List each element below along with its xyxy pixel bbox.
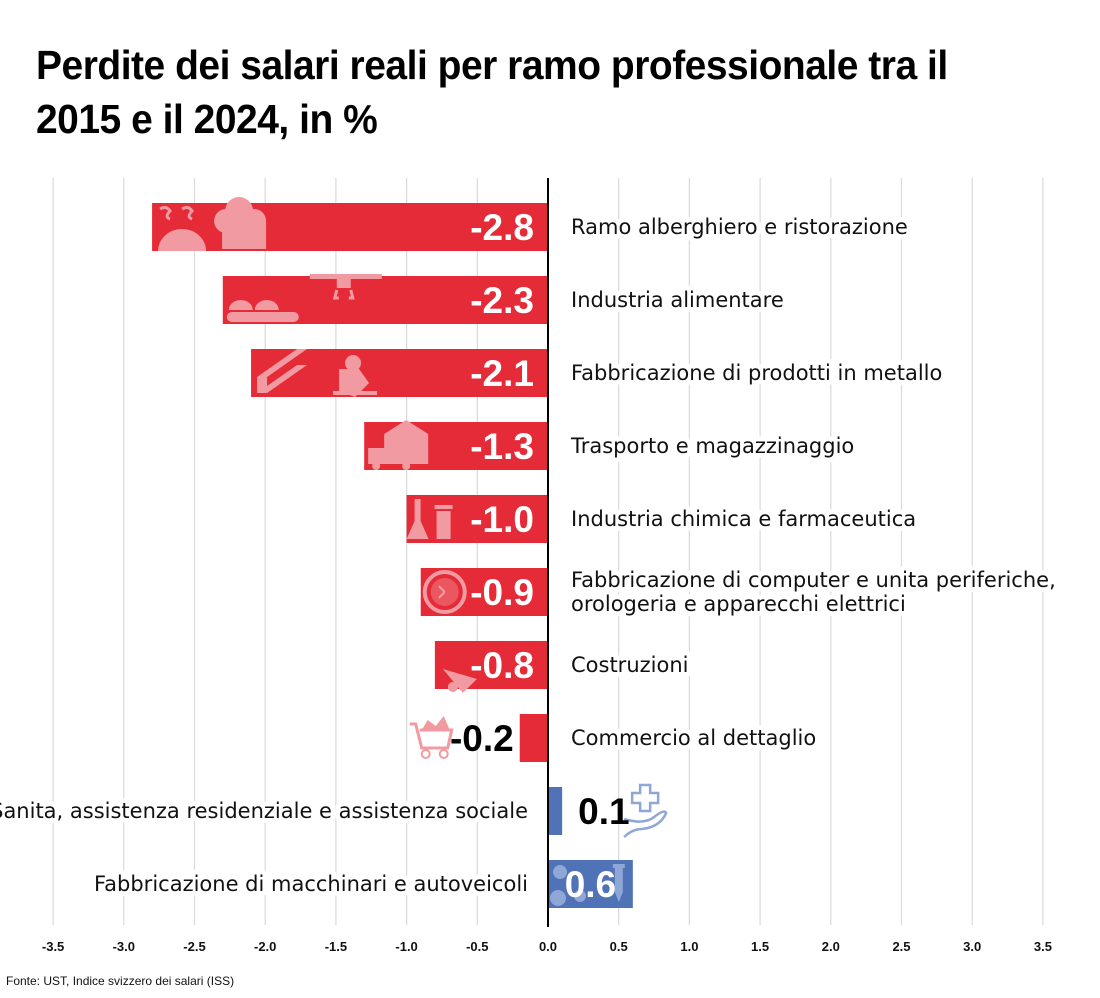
- wheelbarrow-icon: [442, 669, 477, 693]
- value-labels: -2.8 -2.3 -2.1 -1.3 -1.0 -0.9 -0.8 -0.2 0.1 0.6: [450, 207, 630, 905]
- category-label-line: Industria chimica e farmaceutica: [571, 507, 916, 531]
- bar-chart: -2.8 -2.3 -2.1 -1.3 -1.0 -0.9 -0.8 -0.2 0.1 0.6 R…: [0, 178, 1061, 954]
- x-tick-label: 1.5: [751, 939, 769, 954]
- x-tick-label: -3.0: [113, 939, 135, 954]
- category-label-line: Sanita, assistenza residenziale e assist…: [0, 799, 528, 823]
- x-tick-label: -1.0: [395, 939, 417, 954]
- category-label-line: orologeria e apparecchi elettrici: [571, 592, 906, 616]
- category-label: Fabbricazione di prodotti in metallo: [571, 361, 942, 385]
- x-axis-tick-labels: -3.5 -3.0 -2.5 -2.0 -1.5 -1.0 -0.5 0.0 0.5 1.0 1.5…: [42, 939, 1052, 954]
- category-label: Costruzioni: [571, 653, 688, 677]
- truck-warehouse-icon: [368, 420, 429, 470]
- category-label-line: Costruzioni: [571, 653, 688, 677]
- category-label: Fabbricazione di computer e unita perife…: [571, 568, 1056, 616]
- source-note: Fonte: UST, Indice svizzero dei salari (…: [6, 974, 235, 988]
- category-label-line: Fabbricazione di computer e unita perife…: [571, 568, 1056, 592]
- value-label: -0.2: [450, 718, 514, 759]
- x-tick-label: 1.0: [680, 939, 698, 954]
- category-label-line: Trasporto e magazzinaggio: [570, 434, 854, 458]
- category-label-line: Fabbricazione di prodotti in metallo: [571, 361, 942, 385]
- x-tick-label: 3.5: [1034, 939, 1052, 954]
- value-label: -2.3: [470, 280, 534, 321]
- x-tick-label: 2.0: [822, 939, 840, 954]
- bar: [548, 787, 563, 835]
- value-label: -1.0: [470, 499, 534, 540]
- x-tick-label: -3.5: [42, 939, 64, 954]
- value-label: 0.1: [578, 791, 629, 832]
- x-tick-label: -0.5: [466, 939, 488, 954]
- shopping-cart-icon: [409, 716, 454, 759]
- x-tick-label: -1.5: [325, 939, 347, 954]
- category-label: Industria alimentare: [571, 288, 784, 312]
- category-label: Fabbricazione di macchinari e autoveicol…: [94, 872, 528, 896]
- conveyor-belt-robot-arm-icon: [226, 274, 382, 322]
- cloche-and-chef-hat-icon: [158, 197, 267, 251]
- flask-pill-bottle-icon: [406, 499, 453, 539]
- category-label: Commercio al dettaglio: [571, 726, 816, 750]
- category-label-line: Ramo alberghiero e ristorazione: [571, 215, 908, 239]
- category-label-line: Industria alimentare: [571, 288, 784, 312]
- x-tick-label: 0.5: [610, 939, 628, 954]
- x-tick-label: 0.0: [539, 939, 557, 954]
- chart-title: Perdite dei salari reali per ramo profes…: [36, 42, 948, 142]
- steel-beam-robot-arm-icon: [257, 349, 378, 397]
- value-label: -0.9: [470, 572, 534, 613]
- bar: [420, 568, 548, 616]
- bar: [519, 714, 548, 762]
- category-labels: Ramo alberghiero e ristorazione Industria…: [0, 210, 1061, 901]
- x-tick-label: -2.5: [183, 939, 205, 954]
- stopwatch-icon: [422, 570, 467, 614]
- bar-icons: [158, 197, 668, 906]
- bar: [406, 495, 548, 543]
- value-label: 0.6: [565, 864, 616, 905]
- x-tick-label: 2.5: [892, 939, 910, 954]
- value-label: -1.3: [470, 426, 534, 467]
- gears-screw-icon: [550, 864, 625, 906]
- x-tick-label: 3.0: [963, 939, 981, 954]
- category-label-line: Commercio al dettaglio: [571, 726, 816, 750]
- category-label: Sanita, assistenza residenziale e assist…: [0, 799, 528, 823]
- value-label: -2.1: [470, 353, 534, 394]
- value-label: -0.8: [470, 645, 534, 686]
- category-label-line: Fabbricazione di macchinari e autoveicol…: [94, 872, 528, 896]
- category-label: Ramo alberghiero e ristorazione: [571, 215, 908, 239]
- hand-medical-cross-icon: [623, 783, 668, 838]
- category-label: Industria chimica e farmaceutica: [571, 507, 916, 531]
- bar: [251, 349, 548, 397]
- value-label: -2.8: [470, 207, 534, 248]
- x-tick-label: -2.0: [254, 939, 276, 954]
- category-label: Trasporto e magazzinaggio: [570, 434, 854, 458]
